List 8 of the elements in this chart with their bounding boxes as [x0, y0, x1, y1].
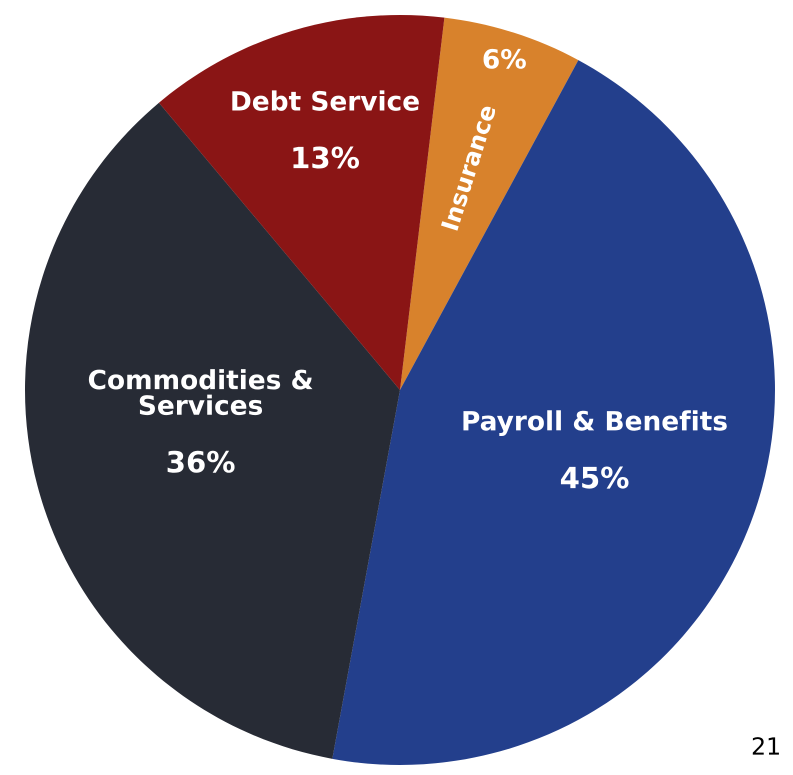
text: 21 [752, 737, 779, 755]
slice-label: Debt Service [232, 90, 419, 111]
data-label: 36% [168, 450, 235, 473]
data-label: 13% [293, 146, 359, 169]
slice-label: Payroll & Benefits [463, 410, 727, 436]
data-label: 45% [560, 466, 629, 489]
slice-label: Commodities & Services [88, 369, 312, 416]
data-label: 6% [484, 48, 526, 69]
